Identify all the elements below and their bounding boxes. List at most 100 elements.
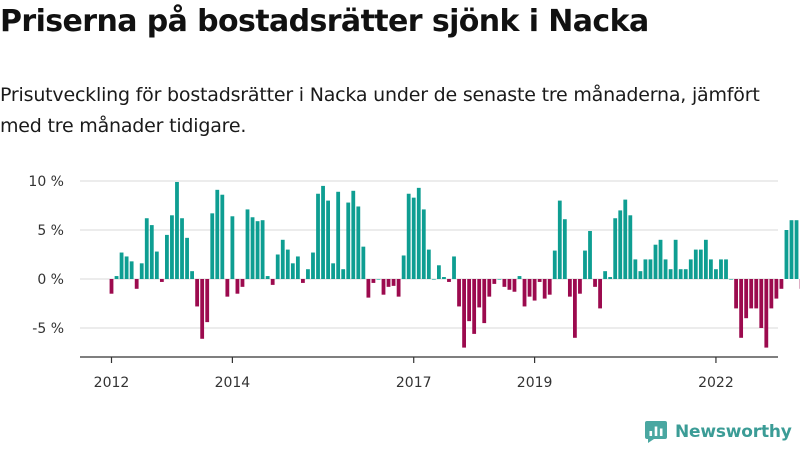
bar xyxy=(165,234,169,279)
bar xyxy=(170,215,174,279)
x-tick-label: 2014 xyxy=(215,375,251,391)
bar xyxy=(678,269,683,279)
bar xyxy=(482,279,487,324)
bar xyxy=(532,279,537,301)
bar xyxy=(401,255,406,279)
bar xyxy=(245,209,250,279)
bar xyxy=(200,279,205,339)
bar xyxy=(613,218,618,279)
bar xyxy=(371,279,376,283)
bar xyxy=(653,244,658,279)
bar xyxy=(542,279,547,299)
bar xyxy=(336,191,341,279)
bar xyxy=(698,249,703,279)
bar xyxy=(724,259,728,279)
bar xyxy=(270,279,275,285)
bar xyxy=(326,200,330,279)
bar xyxy=(416,187,421,279)
bar xyxy=(260,220,265,279)
bar xyxy=(215,189,220,279)
bar xyxy=(774,279,779,299)
bar xyxy=(769,279,774,309)
bar xyxy=(386,279,391,287)
bar xyxy=(527,279,532,297)
bar xyxy=(311,252,315,279)
y-tick-label: 5 % xyxy=(37,223,64,239)
bar xyxy=(316,193,320,279)
bar xyxy=(658,239,663,279)
bar xyxy=(240,279,245,287)
bar xyxy=(467,279,472,322)
bar xyxy=(255,221,260,279)
bar xyxy=(391,279,396,286)
bar xyxy=(693,249,698,279)
bar xyxy=(144,218,149,279)
bar xyxy=(421,209,426,279)
bar xyxy=(175,181,179,279)
x-axis xyxy=(80,356,778,363)
bar xyxy=(285,249,290,279)
bar xyxy=(683,269,688,279)
bar xyxy=(159,279,164,282)
bar xyxy=(744,279,749,319)
bar xyxy=(623,199,628,279)
bar xyxy=(185,237,189,279)
bar xyxy=(154,251,159,279)
bar xyxy=(588,230,592,279)
bar xyxy=(341,269,346,279)
bar xyxy=(139,263,144,279)
newsworthy-brand[interactable]: Newsworthy xyxy=(644,420,792,444)
bar xyxy=(628,215,633,279)
bar xyxy=(714,269,718,279)
bar xyxy=(280,239,285,279)
bar xyxy=(346,202,351,279)
bar xyxy=(578,279,582,294)
bar xyxy=(411,197,416,279)
bar xyxy=(567,279,572,297)
bar xyxy=(356,206,361,279)
bar xyxy=(552,250,557,279)
bar xyxy=(648,259,653,279)
bar xyxy=(729,279,733,280)
bar xyxy=(472,279,477,334)
bar xyxy=(497,279,502,280)
newsworthy-logo-icon xyxy=(645,421,667,443)
bar xyxy=(512,279,517,292)
bar xyxy=(235,279,240,294)
bar xyxy=(210,213,215,279)
bar xyxy=(789,220,794,279)
bar xyxy=(225,279,230,297)
bar-series xyxy=(109,181,800,348)
bar xyxy=(351,190,356,279)
bar xyxy=(290,263,295,279)
y-tick-label: -5 % xyxy=(32,321,64,337)
bar xyxy=(522,279,527,307)
bar xyxy=(562,219,567,279)
bar xyxy=(638,271,643,279)
bar xyxy=(537,279,542,282)
bar xyxy=(180,218,184,279)
bar xyxy=(134,279,139,289)
bar xyxy=(557,200,562,279)
bar xyxy=(502,279,507,287)
bar xyxy=(447,279,451,282)
bar xyxy=(794,220,799,279)
bar xyxy=(633,259,638,279)
bar xyxy=(457,279,461,307)
bar xyxy=(442,277,446,279)
bar xyxy=(250,217,255,279)
bar xyxy=(477,279,482,308)
bar xyxy=(109,279,114,294)
bar xyxy=(668,269,673,279)
bar xyxy=(361,246,366,279)
bar xyxy=(487,279,492,297)
bar xyxy=(734,279,738,309)
bar xyxy=(306,269,310,279)
bar xyxy=(124,256,129,279)
chart-title: Priserna på bostadsrätter sjönk i Nacka xyxy=(0,4,649,39)
bar xyxy=(603,271,608,279)
bar xyxy=(321,185,325,279)
bar xyxy=(593,279,597,287)
bar xyxy=(754,279,759,309)
